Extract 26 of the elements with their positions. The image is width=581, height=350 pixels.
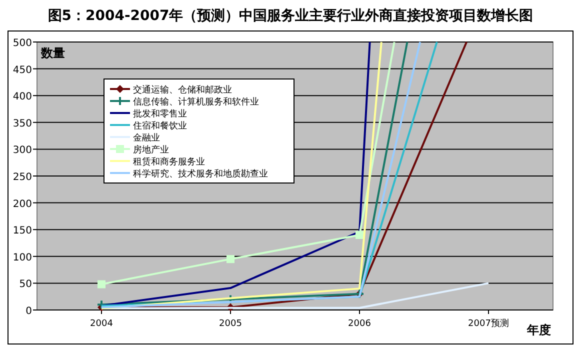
legend-label: 租赁和商务服务业 [133, 156, 205, 168]
y-tick-label: 150 [12, 226, 32, 237]
y-axis-title: 数量 [40, 46, 65, 60]
legend-label: 住宿和餐饮业 [133, 120, 187, 132]
y-tick-label: 50 [19, 279, 32, 290]
legend-label: 交通运输、仓储和邮政业 [133, 84, 232, 96]
y-tick-label: 200 [12, 198, 32, 210]
legend-label: 批发和零售业 [133, 108, 187, 120]
y-tick-label: 100 [12, 252, 32, 264]
y-tick-label: 0 [26, 306, 32, 317]
y-tick-label: 400 [12, 92, 32, 103]
y-tick-label: 250 [12, 172, 32, 183]
legend-label: 信息传输、计算机服务和软件业 [133, 96, 259, 108]
y-tick-label: 450 [12, 64, 32, 76]
legend-label: 科学研究、技术服务和地质勘查业 [133, 168, 268, 180]
chart-title: 图5：2004-2007年（预测）中国服务业主要行业外商直接投资项目数增长图 [48, 7, 534, 24]
x-tick-label: 2007预测 [468, 318, 509, 329]
x-tick-label: 2004 [90, 319, 114, 329]
legend-label: 房地产业 [133, 144, 169, 156]
y-tick-label: 500 [12, 38, 32, 49]
y-tick-label: 350 [12, 118, 32, 130]
x-axis-title: 年度 [526, 323, 551, 337]
y-tick-label: 300 [12, 145, 32, 156]
x-tick-label: 2005 [219, 319, 242, 329]
legend-label: 金融业 [133, 132, 160, 144]
x-tick-label: 2006 [348, 319, 372, 329]
